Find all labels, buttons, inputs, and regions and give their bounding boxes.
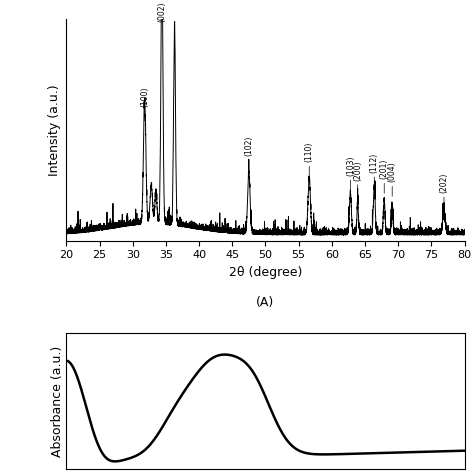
Text: (103): (103) (346, 155, 355, 176)
Text: (A): (A) (256, 296, 274, 309)
Text: (112): (112) (370, 153, 379, 173)
Text: (200): (200) (353, 160, 362, 181)
Y-axis label: Intensity (a.u.): Intensity (a.u.) (48, 84, 61, 175)
Text: (201): (201) (380, 159, 389, 179)
Text: (202): (202) (439, 173, 448, 193)
Text: (110): (110) (305, 142, 314, 162)
Text: (102): (102) (245, 136, 253, 156)
X-axis label: 2θ (degree): 2θ (degree) (229, 266, 302, 279)
Text: (100): (100) (140, 86, 149, 107)
Text: (002): (002) (157, 1, 166, 22)
Text: (004): (004) (388, 162, 397, 182)
Y-axis label: Absorbance (a.u.): Absorbance (a.u.) (51, 346, 64, 457)
